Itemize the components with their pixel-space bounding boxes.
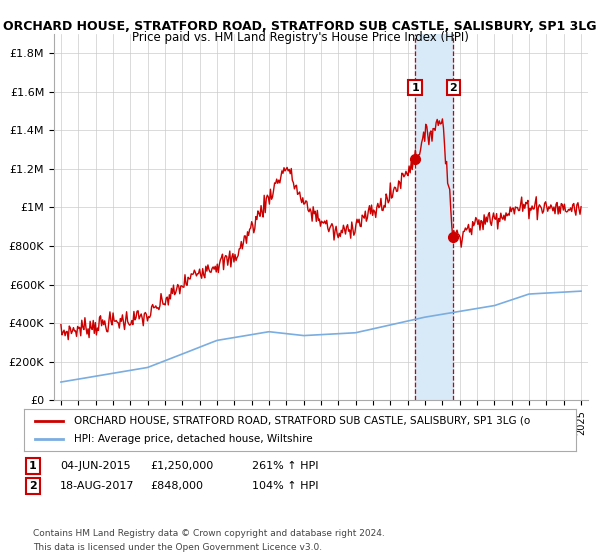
Text: 104% ↑ HPI: 104% ↑ HPI [252,481,319,491]
Text: Contains HM Land Registry data © Crown copyright and database right 2024.: Contains HM Land Registry data © Crown c… [33,529,385,538]
Text: Price paid vs. HM Land Registry's House Price Index (HPI): Price paid vs. HM Land Registry's House … [131,31,469,44]
Text: ORCHARD HOUSE, STRATFORD ROAD, STRATFORD SUB CASTLE, SALISBURY, SP1 3LG: ORCHARD HOUSE, STRATFORD ROAD, STRATFORD… [3,20,597,32]
Text: £848,000: £848,000 [150,481,203,491]
Text: 2: 2 [29,481,37,491]
Text: £1,250,000: £1,250,000 [150,461,213,471]
Text: HPI: Average price, detached house, Wiltshire: HPI: Average price, detached house, Wilt… [74,434,313,444]
Text: ORCHARD HOUSE, STRATFORD ROAD, STRATFORD SUB CASTLE, SALISBURY, SP1 3LG (o: ORCHARD HOUSE, STRATFORD ROAD, STRATFORD… [74,416,530,426]
Text: 261% ↑ HPI: 261% ↑ HPI [252,461,319,471]
Text: 04-JUN-2015: 04-JUN-2015 [60,461,131,471]
Text: 1: 1 [29,461,37,471]
Text: This data is licensed under the Open Government Licence v3.0.: This data is licensed under the Open Gov… [33,543,322,552]
Bar [415,34,453,400]
Text: 2: 2 [449,83,457,92]
Text: 18-AUG-2017: 18-AUG-2017 [60,481,134,491]
Text: 1: 1 [411,83,419,92]
